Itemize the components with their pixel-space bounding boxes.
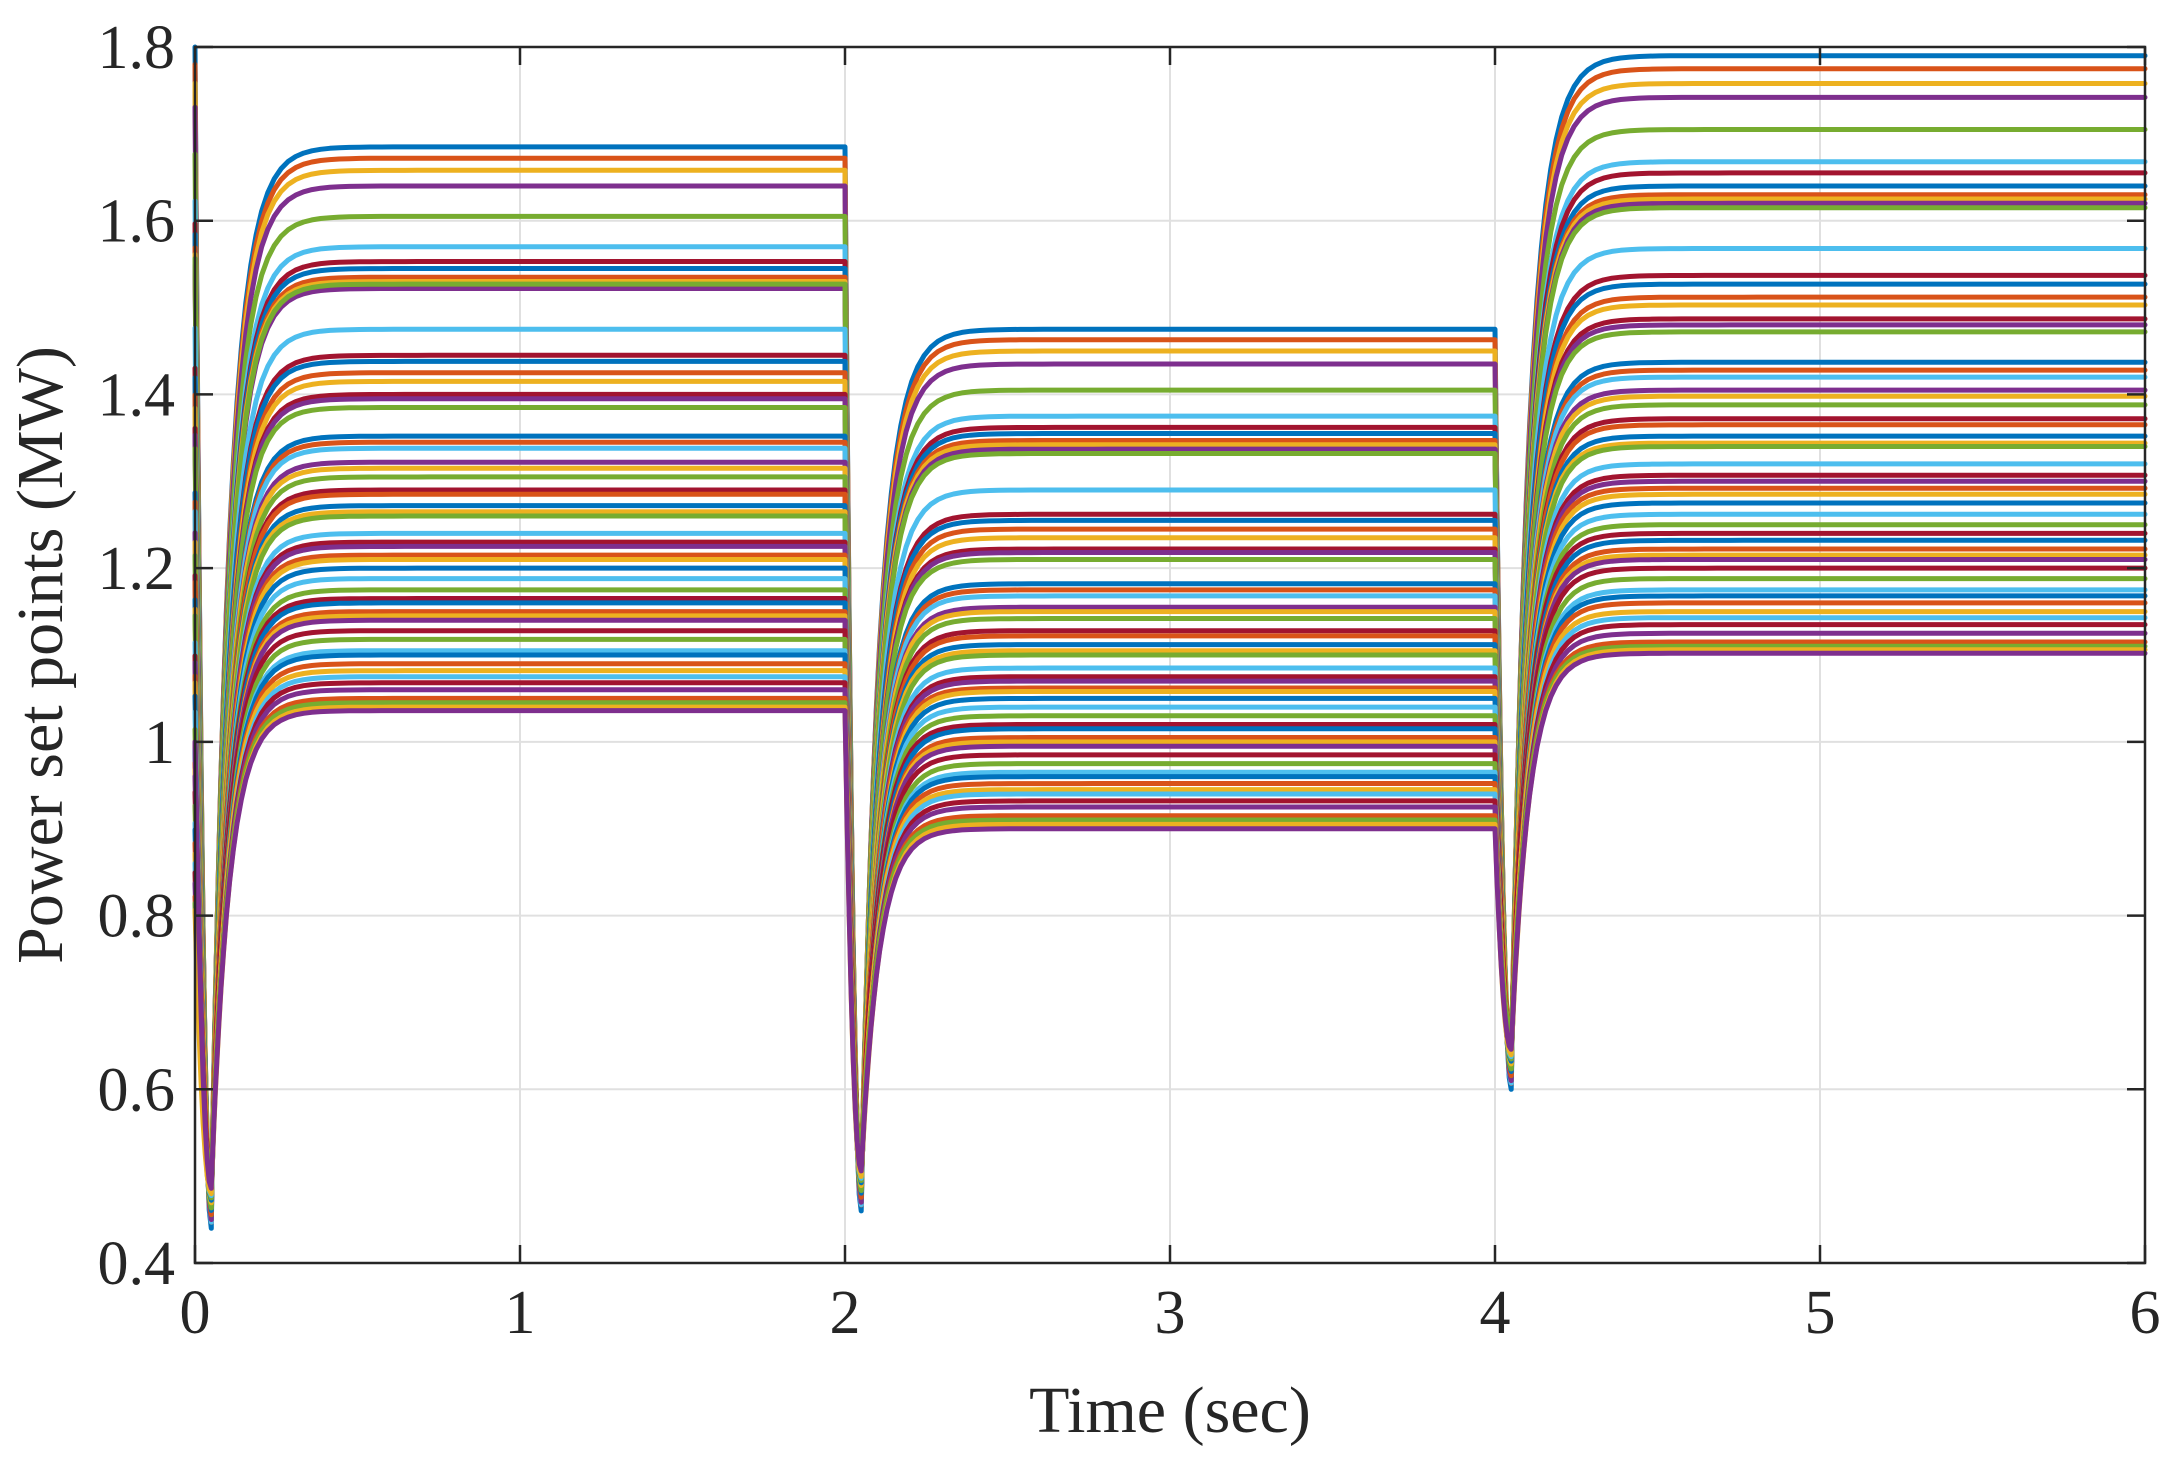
tick-marks [193,45,2147,1265]
series-line-30 [192,440,2148,1188]
series-line-48 [192,593,2148,1189]
series-line-35 [192,485,2148,1185]
series-line-28 [192,422,2148,1199]
x-tick-label: 4 [1480,1279,1511,1347]
series-line-6 [192,159,2148,1225]
y-tick-label: 1 [144,709,175,777]
series-line-15 [192,281,2148,1197]
y-axis-label: Power set points (MW) [4,346,77,964]
series-line-57 [192,650,2148,1191]
series-line-31 [192,444,2148,1208]
series-line-49 [192,600,2148,1184]
x-tick-label: 1 [505,1279,536,1347]
x-tick-labels: 0 1 2 3 4 5 6 [180,1279,2161,1347]
series-line-40 [192,530,2148,1183]
series-line-18 [192,316,2148,1206]
series-line-9 [192,192,2148,1208]
series-line-51 [192,615,2148,1199]
y-tick-label: 0.8 [98,883,176,951]
series-line-25 [192,393,2148,1191]
series-line-26 [192,402,2148,1211]
series-lines [192,44,2148,1231]
series-line-22 [192,367,2148,1208]
series-line-5 [192,127,2148,1206]
series-line-50 [192,609,2148,1178]
series-line-2 [192,61,2148,1225]
series-line-54 [192,639,2148,1182]
series-line-14 [192,272,2148,1203]
x-tick-label: 2 [830,1279,861,1347]
series-line-3 [192,80,2148,1219]
x-tick-label: 0 [180,1279,211,1347]
series-line-37 [192,500,2148,1200]
series-line-34 [192,478,2148,1191]
series-line-13 [192,246,2148,1210]
series-line-41 [192,537,2148,1203]
series-line-32 [192,461,2148,1202]
series-line-43 [192,552,2148,1192]
series-line-38 [192,511,2148,1194]
series-line-42 [192,546,2148,1197]
series-line-10 [192,196,2148,1202]
series-line-53 [192,630,2148,1187]
x-axis-label: Time (sec) [1029,1374,1311,1447]
series-line-27 [192,416,2148,1205]
series-line-16 [192,294,2148,1217]
y-tick-label: 0.4 [98,1230,176,1298]
x-tick-label: 3 [1155,1279,1186,1347]
series-line-46 [192,576,2148,1201]
x-tick-label: 5 [1805,1279,1836,1347]
y-tick-label: 0.6 [98,1056,176,1124]
series-line-24 [192,387,2148,1196]
series-line-8 [192,183,2148,1213]
series-line-4 [192,94,2148,1213]
series-line-19 [192,322,2148,1200]
series-line-17 [192,302,2148,1212]
series-line-55 [192,643,2148,1176]
y-tick-labels: 0.4 0.6 0.8 1 1.2 1.4 1.6 1.8 [98,14,176,1298]
series-line-45 [192,565,2148,1181]
series-line-1 [192,44,2148,1231]
series-line-11 [192,200,2148,1222]
series-line-52 [192,622,2148,1193]
series-line-44 [192,557,2148,1186]
series-line-36 [192,491,2148,1206]
x-tick-label: 6 [2130,1279,2161,1347]
series-line-23 [192,374,2148,1202]
series-line-33 [192,472,2148,1196]
series-line-39 [192,522,2148,1188]
series-line-20 [192,329,2148,1194]
series-line-7 [192,170,2148,1219]
y-tick-label: 1.6 [98,188,176,256]
y-tick-label: 1.4 [98,361,176,429]
y-tick-label: 1.8 [98,14,176,82]
series-line-47 [192,587,2148,1195]
series-line-56 [192,647,2148,1197]
series-line-21 [192,359,2148,1213]
series-line-12 [192,205,2148,1218]
y-tick-label: 1.2 [98,535,176,603]
series-line-29 [192,433,2148,1193]
